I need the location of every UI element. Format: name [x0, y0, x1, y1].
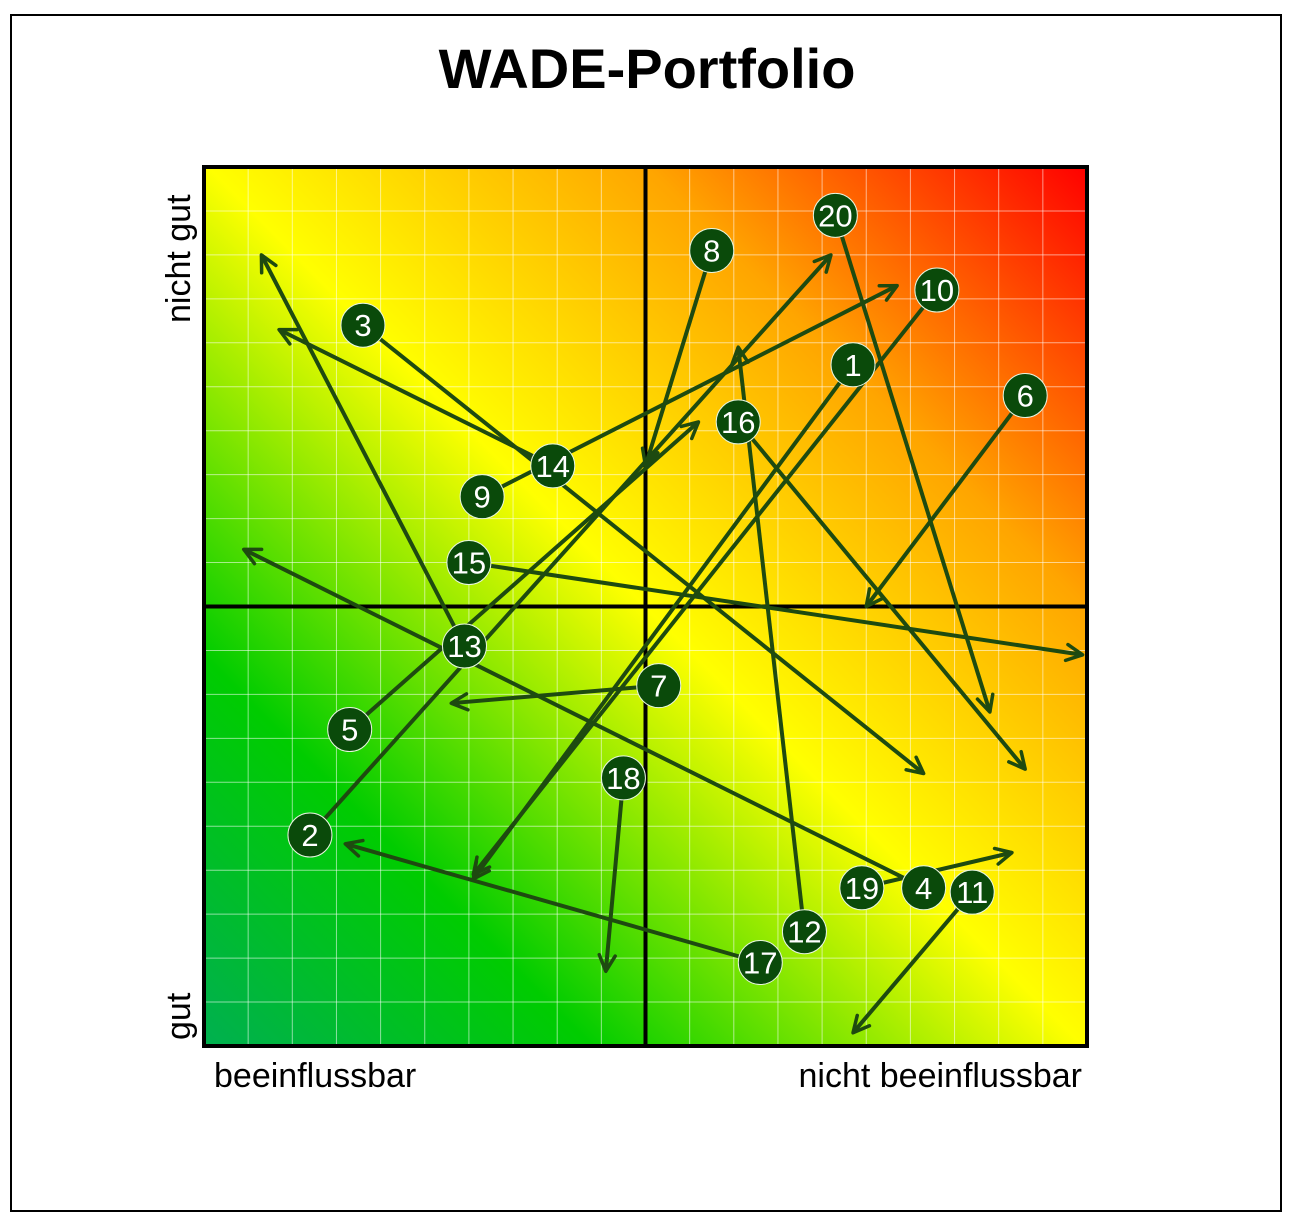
- arrow-3: [361, 323, 926, 776]
- arrow-8: [640, 249, 714, 468]
- point-17: 17: [737, 939, 783, 985]
- point-label: 17: [743, 945, 777, 980]
- point-marker: [327, 707, 373, 753]
- arrow-4: [241, 547, 925, 890]
- point-13: 13: [441, 623, 487, 669]
- arrow-7: [449, 683, 659, 712]
- point-marker: [949, 869, 995, 915]
- point-label: 20: [818, 198, 852, 233]
- point-label: 3: [354, 308, 371, 343]
- y-axis-label-top: nicht gut: [160, 194, 198, 323]
- point-4: 4: [901, 865, 947, 911]
- point-2: 2: [287, 812, 333, 858]
- point-label: 10: [920, 273, 954, 308]
- arrow-14: [277, 327, 554, 468]
- point-marker: [737, 939, 783, 985]
- point-10: 10: [914, 267, 960, 313]
- point-5: 5: [327, 707, 373, 753]
- point-label: 13: [447, 629, 481, 664]
- point-1: 1: [830, 342, 876, 388]
- point-marker: [901, 865, 947, 911]
- point-8: 8: [689, 228, 735, 274]
- point-7: 7: [636, 663, 682, 709]
- point-label: 12: [787, 915, 821, 950]
- x-axis-label-right: nicht beeinflussbar: [798, 1057, 1082, 1095]
- plot-border: [202, 165, 1089, 1048]
- point-9: 9: [459, 474, 505, 520]
- arrow-10: [471, 288, 939, 877]
- point-18: 18: [600, 755, 646, 801]
- point-marker: [715, 399, 761, 445]
- point-marker: [839, 865, 885, 911]
- point-marker: [914, 267, 960, 313]
- point-label: 8: [703, 234, 720, 269]
- point-marker: [340, 302, 386, 348]
- point-label: 1: [844, 348, 861, 383]
- point-marker: [636, 663, 682, 709]
- arrow-17: [343, 838, 761, 965]
- point-label: 14: [536, 449, 570, 484]
- arrow-11: [851, 890, 974, 1035]
- y-axis-label-bottom: gut: [160, 992, 198, 1040]
- point-label: 18: [606, 761, 640, 796]
- point-label: 9: [474, 480, 491, 515]
- point-label: 6: [1017, 379, 1034, 414]
- point-label: 19: [845, 871, 879, 906]
- point-marker: [689, 228, 735, 274]
- point-15: 15: [446, 540, 492, 586]
- point-marker: [781, 909, 827, 955]
- arrow-12: [730, 345, 807, 932]
- x-axis-label-left: beeinflussbar: [214, 1057, 416, 1095]
- arrow-18: [597, 777, 626, 974]
- arrow-13: [259, 253, 467, 647]
- point-marker: [830, 342, 876, 388]
- point-label: 7: [650, 669, 667, 704]
- point-label: 2: [301, 818, 318, 853]
- point-marker: [287, 812, 333, 858]
- point-6: 6: [1002, 373, 1048, 419]
- point-marker: [459, 474, 505, 520]
- point-marker: [600, 755, 646, 801]
- point-label: 4: [915, 871, 932, 906]
- point-label: 15: [452, 546, 486, 581]
- point-marker: [1002, 373, 1048, 419]
- point-marker: [441, 623, 487, 669]
- point-marker: [446, 540, 492, 586]
- point-marker: [530, 443, 576, 489]
- point-label: 16: [721, 405, 755, 440]
- point-label: 11: [956, 875, 988, 910]
- point-20: 20: [812, 192, 858, 238]
- point-marker: [812, 192, 858, 238]
- arrow-20: [833, 214, 995, 714]
- point-label: 5: [341, 713, 358, 748]
- arrow-5: [348, 420, 701, 732]
- arrow-15: [468, 560, 1085, 663]
- point-14: 14: [530, 443, 576, 489]
- point-19: 19: [839, 865, 885, 911]
- arrow-6: [864, 394, 1027, 609]
- point-3: 3: [340, 302, 386, 348]
- chart-title: WADE-Portfolio: [438, 37, 856, 100]
- point-16: 16: [715, 399, 761, 445]
- point-12: 12: [781, 909, 827, 955]
- point-11: 11: [949, 869, 995, 915]
